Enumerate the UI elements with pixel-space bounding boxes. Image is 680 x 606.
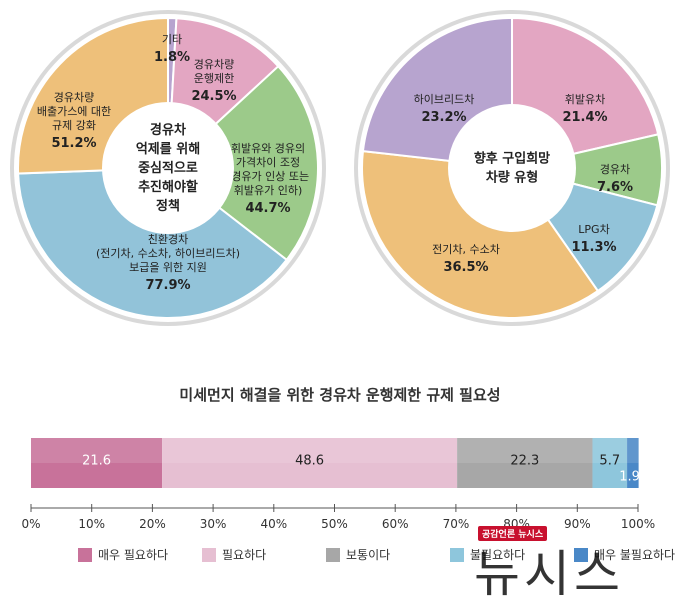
x-tick-label: 10%: [78, 517, 105, 531]
x-tick-label: 100%: [621, 517, 655, 531]
pie-charts: 기타 1.8% 경유차량 운행제한 24.5% 휘발유와 경유의 가격차이 조정 (경유가 인…: [10, 10, 670, 326]
x-tick-label: 40%: [260, 517, 287, 531]
bar-chart-title: 미세먼지 해결을 위한 경유차 운행제한 규제 필요성: [179, 386, 501, 404]
legend-swatch: [202, 547, 216, 562]
pie-slice-value: 7.6%: [597, 180, 633, 195]
pie-slice-label: 휘발유와 경유의 가격차이 조정 (경유가 인상 또는 휘발유가 인하): [227, 142, 309, 197]
bar-segment: [627, 438, 639, 488]
pie-slice-value: 44.7%: [245, 201, 290, 216]
pie-slice-label: 친환경차 (전기차, 수소차, 하이브리드차) 보급을 위한 지원: [96, 233, 240, 274]
legend-label: 보통이다: [346, 548, 391, 562]
bar-segment-highlight: [162, 438, 458, 463]
bar-segment-highlight: [31, 438, 163, 463]
pie-slice-value: 21.4%: [562, 110, 607, 125]
bar-segment-value: 48.6: [295, 454, 324, 469]
legend-label: 불필요하다: [470, 548, 526, 562]
x-tick-label: 20%: [139, 517, 166, 531]
watermark: 공감언론 뉴시스 뉴시스: [468, 522, 668, 603]
pie-slice: [17, 166, 289, 319]
pie-slice-value: 1.8%: [154, 50, 190, 65]
x-tick-label: 70%: [443, 517, 470, 531]
x-tick-label: 30%: [200, 517, 227, 531]
legend-swatch: [450, 547, 464, 562]
pie-slice-value: 51.2%: [51, 136, 96, 151]
pie-slice-label: 경유차량 운행제한: [194, 58, 234, 85]
bar-segment: [162, 438, 458, 488]
pie-slice-label: 경유차: [600, 163, 630, 176]
pie-slice: [361, 149, 600, 319]
pie-slice-value: 23.2%: [421, 110, 466, 125]
legend-item: 매우 불필요하다: [574, 546, 680, 563]
x-tick-label: 0%: [21, 517, 40, 531]
bar-segment: [31, 438, 163, 488]
pie-slice-label: 하이브리드차: [414, 92, 475, 106]
pie-center-label: 향후 구입희망 차량 유형: [474, 150, 550, 185]
pie-slice-value: 36.5%: [443, 260, 488, 275]
pie-center-label: 경유차 억제를 위해 중심적으로 추진해야할 정책: [136, 122, 200, 214]
pie-slice-label: 경유차량 배출가스에 대한 규제 강화: [37, 91, 111, 132]
pie-slice-label: 휘발유차: [565, 93, 605, 106]
watermark-logo: 뉴시스: [474, 545, 624, 603]
pie-slice-value: 77.9%: [145, 278, 190, 293]
pie-center-hole: [448, 104, 576, 232]
bar-segment-value: 22.3: [510, 454, 539, 469]
pie-center-hole: [102, 102, 234, 234]
legend-item: 불필요하다: [450, 546, 574, 563]
pie-slice-value: 11.3%: [571, 240, 616, 255]
pie-slice: [166, 64, 319, 262]
legend-label: 매우 불필요하다: [594, 548, 676, 562]
x-tick-label: 50%: [321, 517, 348, 531]
pie-slice-label: 기타: [162, 33, 182, 46]
pie-chart-2: 휘발유차 21.4% 경유차 7.6% LPG차 11.3% 전기차, 수소차 36.5% 하이…: [354, 10, 670, 326]
pie-slice-value: 24.5%: [191, 89, 236, 104]
x-tick-label: 90%: [564, 517, 591, 531]
legend-label: 필요하다: [222, 548, 267, 562]
bar-segment-highlight: [592, 438, 628, 463]
legend-label: 매우 필요하다: [98, 548, 169, 562]
bar-legend: 매우 필요하다 필요하다 보통이다 불필요하다 매우 불필요하다: [78, 546, 680, 563]
legend-swatch: [78, 547, 92, 562]
legend-item: 매우 필요하다: [78, 546, 202, 563]
bar-segment-highlight: [627, 438, 639, 463]
watermark-tag: 공감언론 뉴시스: [478, 526, 548, 541]
pie-chart-1: 기타 1.8% 경유차량 운행제한 24.5% 휘발유와 경유의 가격차이 조정 (경유가 인…: [10, 10, 326, 326]
legend-swatch: [326, 547, 340, 562]
bar-segment-highlight: [457, 438, 593, 463]
pie-slice-label: 전기차, 수소차: [432, 243, 500, 256]
legend-item: 보통이다: [326, 546, 450, 563]
stacked-bar-chart: 21.6 48.6 22.3 5.71.9 0% 10% 20% 30% 40% 50% 60% 70…: [21, 438, 655, 531]
pie-slice-label: LPG차: [578, 223, 609, 236]
bar-segment: [592, 438, 628, 488]
bar-segment-value: 1.9: [619, 470, 640, 485]
legend-item: 필요하다: [202, 546, 326, 563]
bar-segment-value: 21.6: [82, 454, 111, 469]
bar-segment-value: 5.7: [599, 454, 620, 469]
x-tick-label: 60%: [382, 517, 409, 531]
legend-swatch: [574, 547, 588, 562]
bar-segment: [457, 438, 593, 488]
